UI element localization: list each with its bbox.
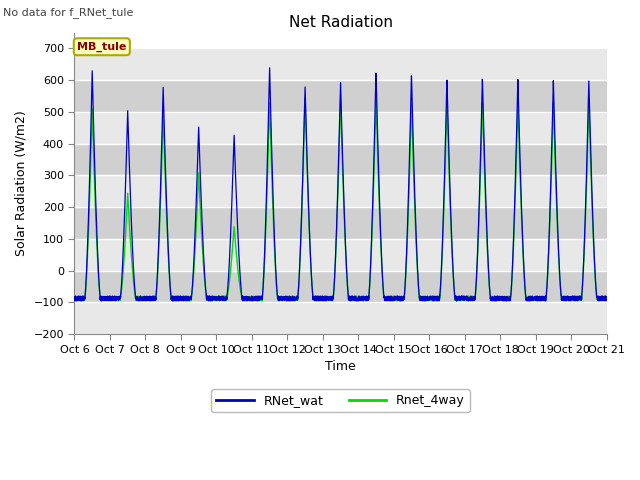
Title: Net Radiation: Net Radiation [289,15,392,30]
Bar [74,48,607,80]
Bar [74,207,607,239]
Bar [74,175,607,207]
Bar [74,302,607,334]
Bar [74,239,607,271]
Text: No data for f_RNet_tule: No data for f_RNet_tule [3,7,134,18]
Bar [74,112,607,144]
Text: MB_tule: MB_tule [77,42,127,52]
X-axis label: Time: Time [325,360,356,373]
Y-axis label: Solar Radiation (W/m2): Solar Radiation (W/m2) [15,110,28,256]
Bar [74,271,607,302]
Bar [74,144,607,175]
Bar [74,80,607,112]
Legend: RNet_wat, Rnet_4way: RNet_wat, Rnet_4way [211,389,470,412]
